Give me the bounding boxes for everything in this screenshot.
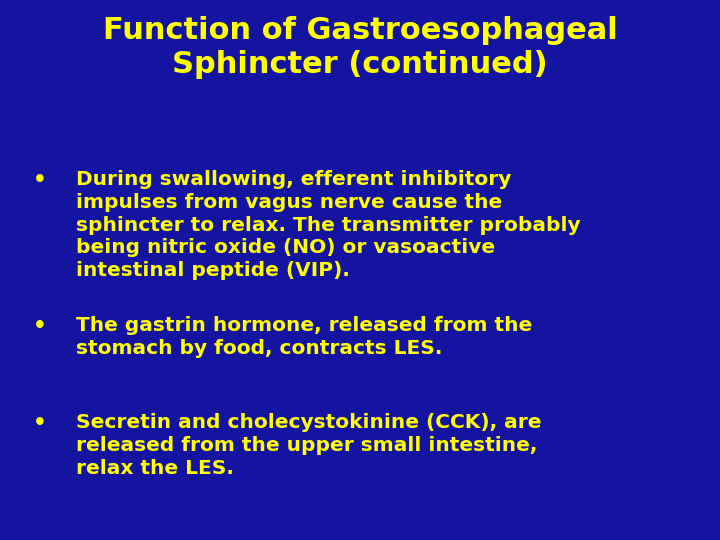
Text: The gastrin hormone, released from the
stomach by food, contracts LES.: The gastrin hormone, released from the s… <box>76 316 532 357</box>
Text: •: • <box>32 170 47 190</box>
Text: Function of Gastroesophageal
Sphincter (continued): Function of Gastroesophageal Sphincter (… <box>103 16 617 79</box>
Text: Secretin and cholecystokinine (CCK), are
released from the upper small intestine: Secretin and cholecystokinine (CCK), are… <box>76 413 541 477</box>
Text: •: • <box>32 316 47 336</box>
Text: •: • <box>32 413 47 433</box>
Text: During swallowing, efferent inhibitory
impulses from vagus nerve cause the
sphin: During swallowing, efferent inhibitory i… <box>76 170 580 280</box>
